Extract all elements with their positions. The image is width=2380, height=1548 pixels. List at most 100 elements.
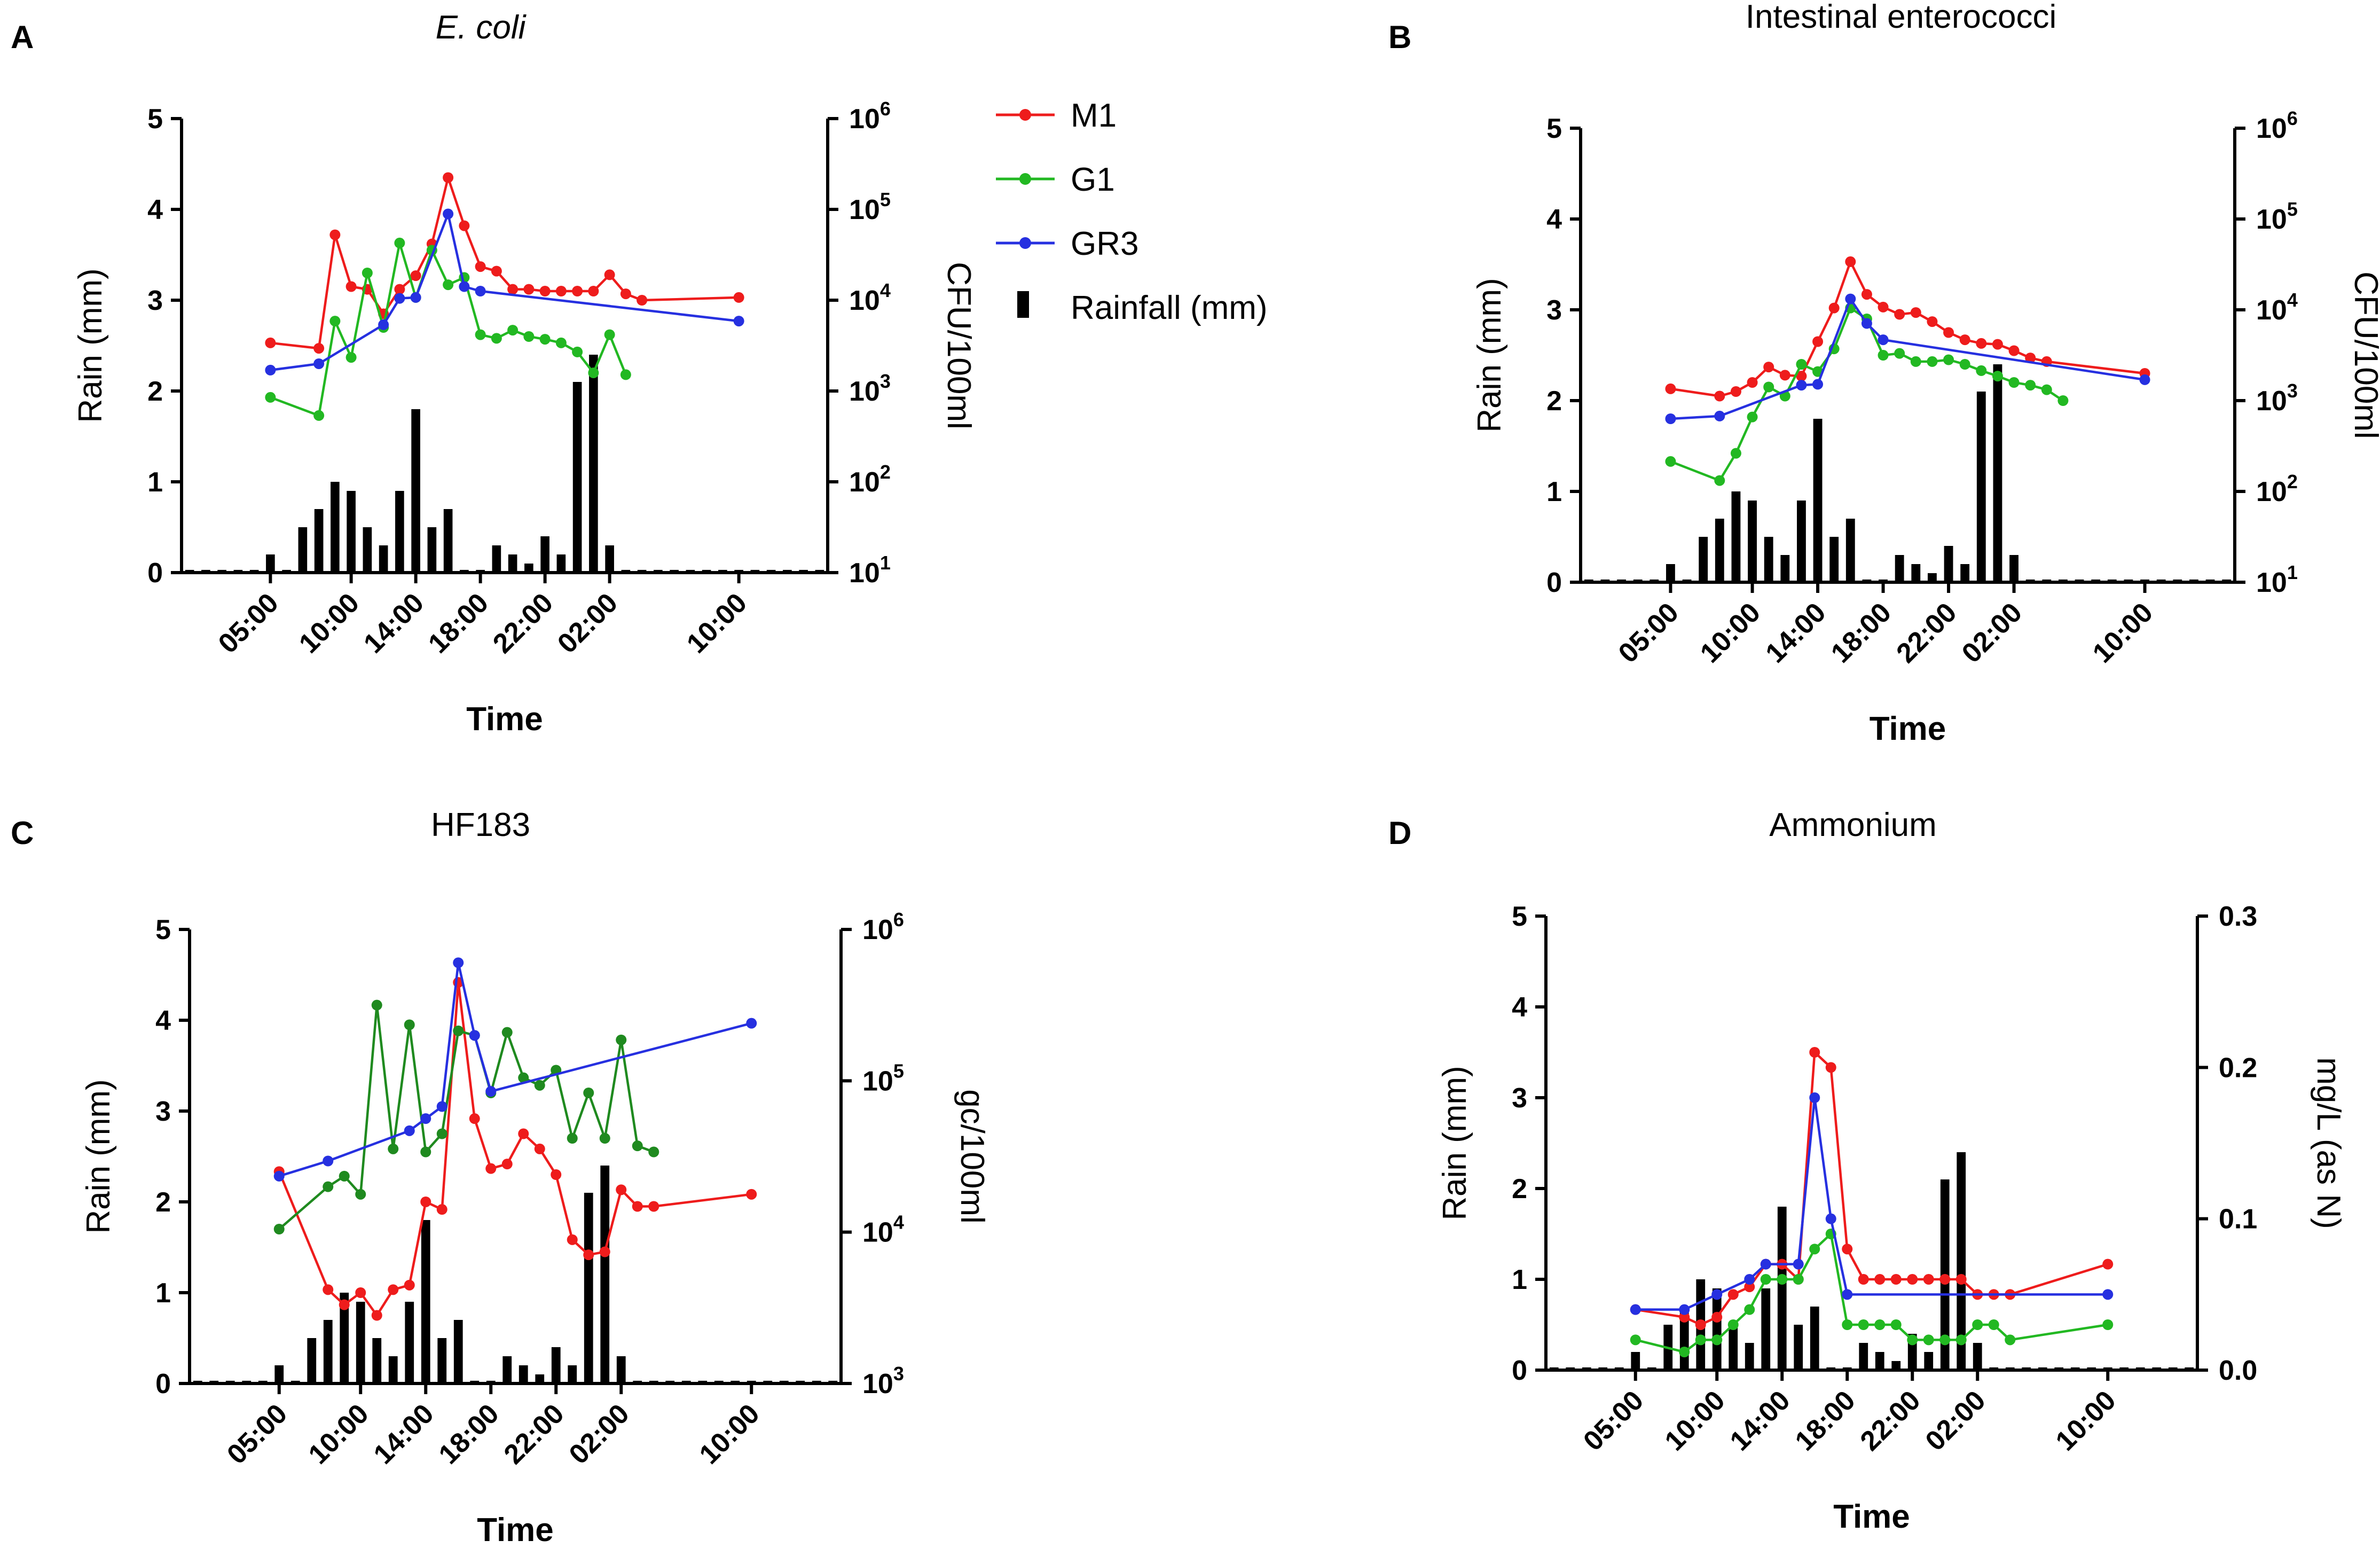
tick-base: 10: [862, 1066, 893, 1097]
right-tick-label: 0.3: [2219, 901, 2257, 932]
data-point-m1: [1711, 1311, 1723, 1323]
tick-base: 10: [849, 104, 880, 135]
data-point-g1: [394, 237, 405, 248]
data-point-m1: [443, 172, 454, 183]
rain-bar: [1976, 392, 1986, 582]
data-point-m1: [632, 1201, 643, 1212]
right-tick-label: 103: [862, 1363, 904, 1400]
rain-bar: [1712, 1288, 1722, 1370]
data-point-m1: [420, 1197, 431, 1207]
y-tick-label: 5: [1546, 113, 1562, 144]
data-point-gr3: [1809, 1092, 1820, 1103]
data-point-g1: [1858, 1319, 1869, 1330]
data-point-m1: [475, 261, 486, 272]
y-axis-label: Rain (mm): [1471, 278, 1508, 432]
data-point-gr3: [1825, 1213, 1836, 1224]
data-point-gr3: [420, 1113, 431, 1124]
y-axis-label: Rain (mm): [80, 1079, 117, 1233]
right-tick-label: 106: [862, 909, 904, 945]
data-point-gr3: [1878, 334, 1889, 346]
data-point-m1: [551, 1169, 562, 1180]
data-point-m1: [567, 1234, 578, 1245]
data-point-gr3: [469, 1030, 480, 1041]
data-point-g1: [1874, 1319, 1886, 1330]
right-tick-label: 104: [849, 279, 891, 316]
rain-bar: [323, 1320, 333, 1383]
rain-bar: [453, 1320, 463, 1383]
data-point-m1: [1939, 1274, 1951, 1285]
series-line-m1: [278, 982, 752, 1318]
tick-exponent: 3: [2287, 380, 2298, 402]
y-axis-right-label: CFU/100ml: [2347, 271, 2380, 439]
data-point-m1: [436, 1204, 447, 1215]
data-point-g1: [491, 333, 502, 344]
data-point-m1: [469, 1113, 480, 1124]
data-point-gr3: [394, 293, 405, 304]
rain-bar: [1960, 564, 1970, 582]
rain-bar: [356, 1302, 365, 1383]
data-point-g1: [1992, 371, 2003, 382]
tick-base: 10: [849, 558, 880, 589]
x-tick-label: 22:00: [487, 587, 559, 659]
data-point-g1: [1959, 359, 1970, 370]
right-tick-label: 102: [849, 461, 891, 498]
data-point-m1: [572, 286, 583, 296]
rain-bar: [1631, 1352, 1640, 1370]
data-point-m1: [1796, 371, 1807, 382]
data-point-g1: [1976, 365, 1987, 376]
rain-bar: [1928, 573, 1937, 582]
data-point-g1: [371, 999, 382, 1011]
data-point-g1: [1679, 1347, 1690, 1357]
data-point-g1: [1955, 1334, 1967, 1346]
data-point-m1: [1744, 1281, 1755, 1293]
rain-bar: [524, 564, 533, 573]
data-point-m1: [1894, 309, 1905, 320]
data-point-m1: [648, 1201, 659, 1212]
legend-label-rain: Rainfall (mm): [1071, 290, 1268, 326]
data-point-g1: [313, 410, 325, 421]
data-point-m1: [491, 265, 502, 277]
data-point-m1: [410, 270, 421, 282]
data-point-m1: [1679, 1311, 1690, 1323]
chart-title: HF183: [431, 807, 530, 843]
data-point-g1: [1943, 354, 1954, 365]
rain-bar: [568, 1365, 577, 1383]
data-point-m1: [1923, 1274, 1934, 1285]
tick-exponent: 6: [893, 909, 904, 931]
y-axis-right-label: gc/100ml: [954, 1089, 991, 1224]
rain-bar: [266, 554, 275, 573]
rain-bar: [1891, 1361, 1901, 1370]
right-tick-label: 104: [862, 1211, 904, 1248]
chart-title: Ammonium: [1769, 807, 1937, 843]
data-point-m1: [1878, 301, 1889, 312]
data-point-gr3: [1665, 413, 1676, 424]
rain-bar: [411, 409, 420, 573]
x-tick-label: 05:00: [221, 1398, 293, 1470]
x-tick-label: 10:00: [303, 1398, 375, 1470]
rain-bar: [540, 536, 549, 573]
data-point-g1: [507, 325, 519, 336]
rain-bar: [1780, 555, 1790, 582]
data-point-g1: [388, 1143, 399, 1154]
rain-bar: [551, 1347, 561, 1383]
rain-bar: [508, 554, 517, 573]
x-tick-label: 02:00: [552, 587, 624, 659]
data-point-gr3: [273, 1170, 285, 1182]
data-point-g1: [555, 337, 567, 348]
y-axis-label: Rain (mm): [1436, 1066, 1473, 1220]
data-point-g1: [648, 1146, 659, 1158]
data-point-g1: [345, 352, 357, 363]
rain-bar: [1845, 519, 1855, 582]
rain-bar: [340, 1293, 349, 1383]
rain-bar: [1895, 555, 1904, 582]
rain-bar: [307, 1338, 317, 1383]
data-point-gr3: [1842, 1289, 1853, 1300]
y-tick-label: 1: [147, 467, 163, 498]
data-point-gr3: [485, 1086, 497, 1097]
data-point-m1: [507, 284, 519, 295]
data-point-g1: [1630, 1334, 1641, 1346]
legend-label-m1: M1: [1071, 97, 1117, 134]
data-point-gr3: [313, 358, 325, 369]
data-point-gr3: [1744, 1274, 1755, 1285]
y-tick-label: 1: [155, 1278, 171, 1309]
